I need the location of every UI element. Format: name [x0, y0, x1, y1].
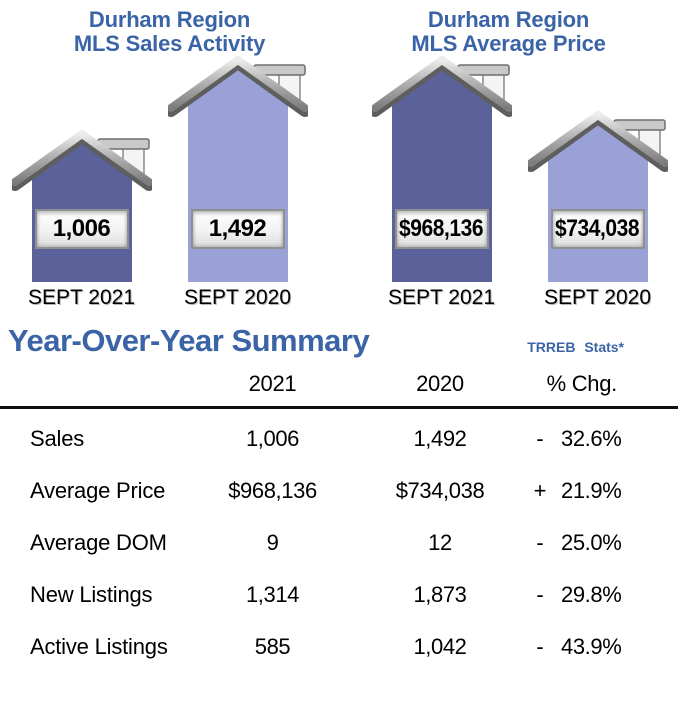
summary-heading: Year-Over-Year Summary	[8, 323, 370, 358]
summary-header: Year-Over-Year Summary TRREB Stats*	[0, 322, 678, 360]
cell-2020: 1,042	[413, 634, 467, 659]
price-2021-caption: SEPT 2021	[387, 286, 496, 309]
value-plate-text: 1,492	[208, 215, 267, 242]
roof-band	[11, 130, 152, 186]
row-label: Average DOM	[30, 530, 167, 555]
gable-fill	[23, 136, 140, 180]
charts-row: Durham Region MLS Sales Activity 1,006 S…	[0, 0, 678, 310]
sales-houses-row: 1,006 SEPT 2021 1,492 SEPT 2020	[11, 56, 308, 310]
cell-2021: 1,314	[245, 582, 300, 607]
chg-sign: -	[536, 426, 544, 451]
cell-pct-chg: + 21.9%	[525, 478, 678, 504]
sales-2021-caption: SEPT 2021	[27, 286, 136, 309]
cell-2021: $968,136	[228, 478, 317, 503]
chg-value: 32.6%	[561, 426, 622, 451]
house-bar-price-2021: $968,136	[371, 54, 512, 282]
value-plate: 1,492	[190, 209, 285, 249]
sales-title-line2: MLS Sales Activity	[73, 31, 266, 56]
cell-2020: 12	[428, 530, 452, 555]
house-body-bar	[187, 98, 288, 282]
price-houses-row: $968,136 SEPT 2021 $734,038 SEPT 2020	[371, 56, 668, 310]
roof-band	[527, 111, 668, 167]
chg-value: 21.9%	[561, 478, 622, 503]
table-column-headers: 2021 2020 % Chg.	[0, 368, 678, 400]
table-row-new-listings: New Listings 1,314 1,873 - 29.8%	[0, 569, 678, 621]
cell-2021: 1,006	[245, 426, 300, 451]
table-body: Sales 1,006 1,492 - 32.6% Average Price …	[0, 409, 678, 673]
cell-2021: 585	[254, 634, 291, 659]
source-note: TRREB Stats*	[527, 339, 624, 355]
value-plate-text: $734,038	[555, 215, 640, 242]
sales-title-line1: Durham Region	[88, 7, 251, 32]
roof-band	[167, 56, 308, 112]
house-shape-icon	[527, 111, 668, 282]
house-bar-sales-2021: 1,006	[11, 128, 152, 282]
row-label: New Listings	[30, 582, 153, 607]
gable-fill	[179, 62, 296, 106]
roof-band	[371, 56, 512, 112]
gable-fill	[383, 62, 500, 106]
sales-2020-column: 1,492 SEPT 2020	[167, 54, 308, 310]
table-row-average-dom: Average DOM 9 12 - 25.0%	[0, 517, 678, 569]
house-shape-icon	[11, 130, 152, 282]
table-row-active-listings: Active Listings 585 1,042 - 43.9%	[0, 621, 678, 673]
column-header-pct-chg: % Chg.	[546, 371, 618, 396]
year-over-year-summary: Year-Over-Year Summary TRREB Stats* 2021…	[0, 322, 678, 673]
value-plate-text: $968,136	[399, 215, 484, 242]
chg-value: 43.9%	[561, 634, 622, 659]
price-chart-section: Durham Region MLS Average Price $968,136…	[339, 6, 678, 310]
table-row-sales: Sales 1,006 1,492 - 32.6%	[0, 413, 678, 465]
chg-sign: -	[536, 582, 544, 607]
gable-fill	[539, 117, 656, 161]
sales-chart-section: Durham Region MLS Sales Activity 1,006 S…	[0, 6, 339, 310]
chg-value: 29.8%	[561, 582, 622, 607]
price-2021-column: $968,136 SEPT 2021	[371, 54, 512, 310]
cell-2021: 9	[266, 530, 279, 555]
row-label: Active Listings	[30, 634, 168, 659]
sales-2020-caption: SEPT 2020	[183, 286, 292, 309]
cell-2020: $734,038	[395, 478, 485, 503]
column-header-2020: 2020	[416, 371, 464, 396]
cell-pct-chg: - 32.6%	[525, 426, 678, 452]
sales-2021-column: 1,006 SEPT 2021	[11, 128, 152, 310]
house-shape-icon	[167, 56, 308, 282]
house-body-bar	[391, 98, 492, 282]
price-2020-column: $734,038 SEPT 2020	[527, 109, 668, 310]
price-title-line1: Durham Region	[427, 7, 590, 32]
price-2020-caption: SEPT 2020	[543, 286, 652, 309]
cell-2020: 1,873	[413, 582, 467, 607]
house-bar-price-2020: $734,038	[527, 109, 668, 282]
cell-pct-chg: - 25.0%	[525, 530, 678, 556]
price-chart-title: Durham Region MLS Average Price	[411, 8, 605, 60]
value-plate: $734,038	[550, 209, 645, 249]
cell-2020: 1,492	[413, 426, 467, 451]
sales-chart-title: Durham Region MLS Sales Activity	[74, 8, 265, 60]
column-header-2021: 2021	[248, 371, 297, 396]
chg-sign: +	[533, 478, 547, 503]
row-label: Sales	[30, 426, 85, 451]
row-label: Average Price	[30, 478, 166, 503]
cell-pct-chg: - 29.8%	[525, 582, 678, 608]
cell-pct-chg: - 43.9%	[525, 634, 678, 660]
house-shape-icon	[371, 56, 512, 282]
value-plate: 1,006	[34, 209, 129, 249]
price-title-line2: MLS Average Price	[411, 31, 606, 56]
table-divider-line	[0, 406, 678, 409]
table-row-average-price: Average Price $968,136 $734,038 + 21.9%	[0, 465, 678, 517]
house-bar-sales-2020: 1,492	[167, 54, 308, 282]
chg-sign: -	[536, 634, 544, 659]
chg-value: 25.0%	[561, 530, 622, 555]
chg-sign: -	[536, 530, 544, 555]
value-plate-text: 1,006	[52, 215, 111, 242]
value-plate: $968,136	[394, 209, 489, 249]
